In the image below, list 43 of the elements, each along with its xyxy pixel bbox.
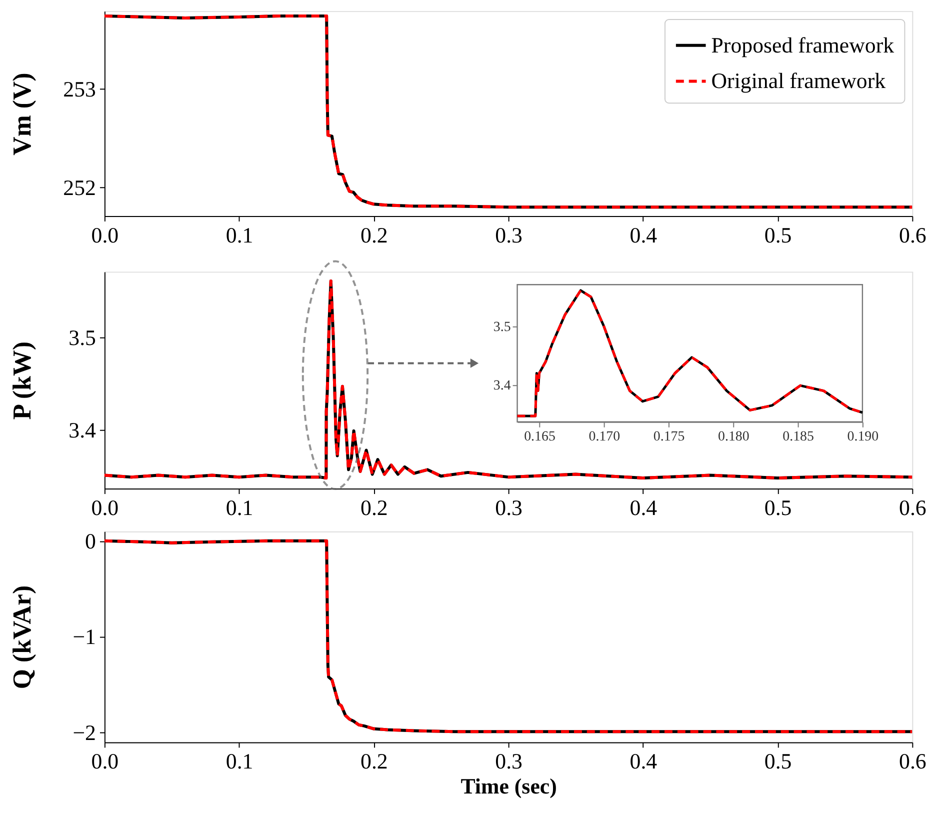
y-tick-label: 252 [63,176,96,200]
y-tick-label: 3.5 [493,320,511,335]
line-series [516,289,864,418]
x-tick-label: 0.2 [360,223,388,248]
x-tick-label: 0.4 [630,223,658,248]
x-tick-label: 0.0 [91,750,119,774]
x-tick-label: 0.185 [782,429,814,444]
x-tick-label: 0.2 [360,750,388,774]
x-tick-label: 0.0 [91,223,119,248]
x-tick-label: 0.6 [899,496,926,520]
x-tick-label: 0.5 [764,496,792,520]
y-tick-label: −1 [72,625,96,650]
x-tick-label: 0.3 [495,750,523,774]
x-axis-title: Time (sec) [460,774,557,798]
x-tick-label: 0.1 [226,223,254,248]
x-tick-label: 0.3 [495,223,523,248]
y-axis-title: Q (kVAr) [7,585,36,690]
x-tick-label: 0.6 [899,223,926,248]
x-tick-label: 0.6 [899,750,926,774]
x-tick-label: 0.4 [630,496,658,520]
x-tick-label: 0.1 [226,496,254,520]
x-tick-label: 0.5 [764,750,792,774]
x-tick-label: 0.4 [630,750,658,774]
x-tick-label: 0.5 [764,223,792,248]
x-tick-label: 0.170 [588,429,620,444]
x-tick-label: 0.190 [847,429,879,444]
y-tick-label: 3.4 [493,378,511,394]
y-tick-label: 3.5 [68,326,96,350]
x-tick-label: 0.0 [91,496,119,520]
legend-label: Proposed framework [711,33,894,58]
y-axis-title: Vm (V) [7,72,36,156]
y-tick-label: −2 [72,721,96,746]
y-tick-label: 0 [85,529,96,554]
y-tick-label: 253 [63,77,96,102]
x-tick-label: 0.175 [653,429,685,444]
x-tick-label: 0.3 [495,496,523,520]
y-tick-label: 3.4 [68,418,96,442]
x-tick-label: 0.180 [718,429,750,444]
x-tick-label: 0.2 [360,496,388,520]
x-tick-label: 0.165 [524,429,556,444]
y-axis-title: P (kW) [7,341,36,420]
legend-label: Original framework [711,69,886,94]
x-tick-label: 0.1 [226,750,254,774]
